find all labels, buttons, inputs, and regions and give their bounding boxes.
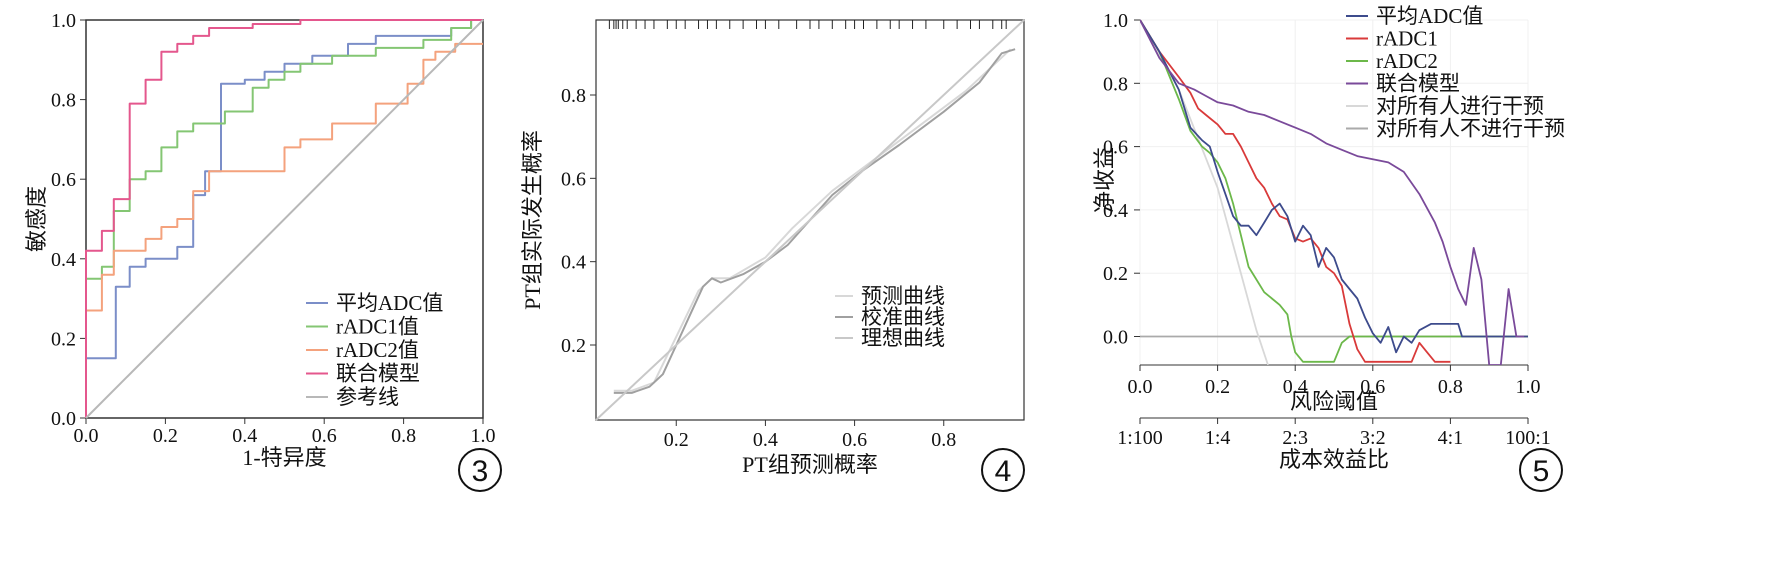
x2-tick-label: 1:4 [1205, 427, 1231, 449]
panel-number-circle [1519, 448, 1563, 492]
y-axis-label: PT组实际发生概率 [520, 130, 545, 310]
legend-label-2: rADC2 [1376, 49, 1438, 73]
x-tick-label: 0.6 [842, 429, 867, 451]
x-tick-label: 0.0 [1128, 376, 1153, 398]
legend-label-3: 联合模型 [1376, 72, 1460, 96]
y-tick-label: 0.4 [1103, 200, 1128, 222]
x-axis-label: 风险阈值 [1290, 389, 1378, 414]
x-tick-label: 0.6 [312, 425, 337, 447]
y-tick-label: 0.8 [1103, 73, 1128, 95]
decision-curve-chart: 0.0 0.2 0.4 0.6 0.8 1.0 0.0 0.2 0.4 0.6 0.8 1.0 风险阈值… [1092, 4, 1565, 492]
x-tick-label: 0.4 [753, 429, 778, 451]
legend-label-0: 平均ADC值 [336, 291, 443, 315]
x-tick-label: 0.2 [1205, 376, 1230, 398]
x-tick-label: 0.8 [391, 425, 416, 447]
legend-label-4: 参考线 [336, 385, 399, 409]
y-tick-label: 0.8 [561, 85, 586, 107]
x2-tick-label: 100:1 [1505, 427, 1551, 449]
x-axis-label: PT组预测概率 [742, 452, 878, 477]
y-tick-label: 0.4 [51, 249, 76, 271]
legend-label-2: rADC2值 [336, 338, 419, 362]
series-line-2 [1140, 19, 1528, 363]
x-tick-label: 0.4 [232, 425, 257, 447]
y-tick-label: 1.0 [1103, 10, 1128, 32]
y-tick-label: 0.2 [1103, 263, 1128, 285]
y-tick-label: 0.0 [1103, 327, 1128, 349]
series-line-2 [85, 42, 483, 418]
y-tick-label: 0.8 [51, 90, 76, 112]
series-line-1 [85, 19, 483, 418]
series-line-2 [595, 19, 1025, 421]
y-axis-label: 敏感度 [24, 186, 49, 252]
y-tick-label: 0.0 [51, 408, 76, 430]
series-line-0 [613, 48, 1012, 392]
x-tick-label: 0.4 [1283, 376, 1308, 398]
plot-area [1140, 20, 1528, 365]
y-tick-label: 0.6 [51, 169, 76, 191]
y-tick-label: 0.6 [1103, 137, 1128, 159]
roc-chart: 0.0 0.2 0.4 0.6 0.8 1.0 0.0 0.2 0.4 0.6 0.8 1.0 1-特异… [24, 10, 502, 492]
series-group [1140, 19, 1528, 365]
x-tick-label: 1.0 [471, 425, 496, 447]
x2-tick-label: 1:100 [1117, 427, 1163, 449]
x-tick-label: 0.6 [1360, 376, 1385, 398]
y-tick-label: 1.0 [51, 10, 76, 32]
calibration-chart: 0.2 0.4 0.6 0.8 0.2 0.4 0.6 0.8 PT组预测概率 PT组实际发生概率… [520, 19, 1025, 492]
x-tick-label: 0.8 [931, 429, 956, 451]
y-tick-label: 0.2 [561, 335, 586, 357]
series-line-4 [85, 19, 484, 419]
x-tick-label: 0.2 [664, 429, 689, 451]
x2-tick-label: 4:1 [1438, 427, 1464, 449]
legend-label-0: 平均ADC值 [1376, 4, 1483, 28]
panel-number: 3 [472, 455, 489, 488]
legend-label-2: 理想曲线 [861, 326, 945, 350]
x-axis-label: 1-特异度 [242, 445, 326, 470]
legend-label-4: 对所有人进行干预 [1376, 94, 1544, 118]
legend-label-1: rADC1 [1376, 27, 1438, 51]
x-tick-label: 1.0 [1516, 376, 1541, 398]
x-tick-label: 0.8 [1438, 376, 1463, 398]
x-tick-label: 0.0 [74, 425, 99, 447]
series-line-3 [1140, 19, 1525, 365]
legend-label-3: 联合模型 [336, 362, 420, 386]
series-line-0 [85, 19, 483, 418]
legend-label-0: 预测曲线 [861, 284, 945, 308]
panel-number: 4 [995, 455, 1012, 488]
x2-axis-label: 成本效益比 [1279, 447, 1389, 472]
legend-label-1: 校准曲线 [861, 305, 945, 329]
y-tick-label: 0.6 [561, 168, 586, 190]
series-line-3 [85, 19, 483, 418]
x-tick-label: 0.2 [153, 425, 178, 447]
panel-number-circle [458, 448, 502, 492]
y-tick-label: 0.4 [561, 252, 586, 274]
series-line-0 [1140, 19, 1528, 354]
series-line-1 [613, 48, 1016, 394]
x2-tick-label: 3:2 [1360, 427, 1386, 449]
legend-label-5: 对所有人不进行干预 [1376, 117, 1565, 141]
y-tick-label: 0.2 [51, 328, 76, 350]
y-axis-label: 净收益 [1092, 147, 1117, 213]
x2-tick-label: 2:3 [1282, 427, 1308, 449]
panel-number-circle [981, 448, 1025, 492]
panel-number: 5 [1533, 455, 1550, 488]
legend-label-1: rADC1值 [336, 315, 419, 339]
